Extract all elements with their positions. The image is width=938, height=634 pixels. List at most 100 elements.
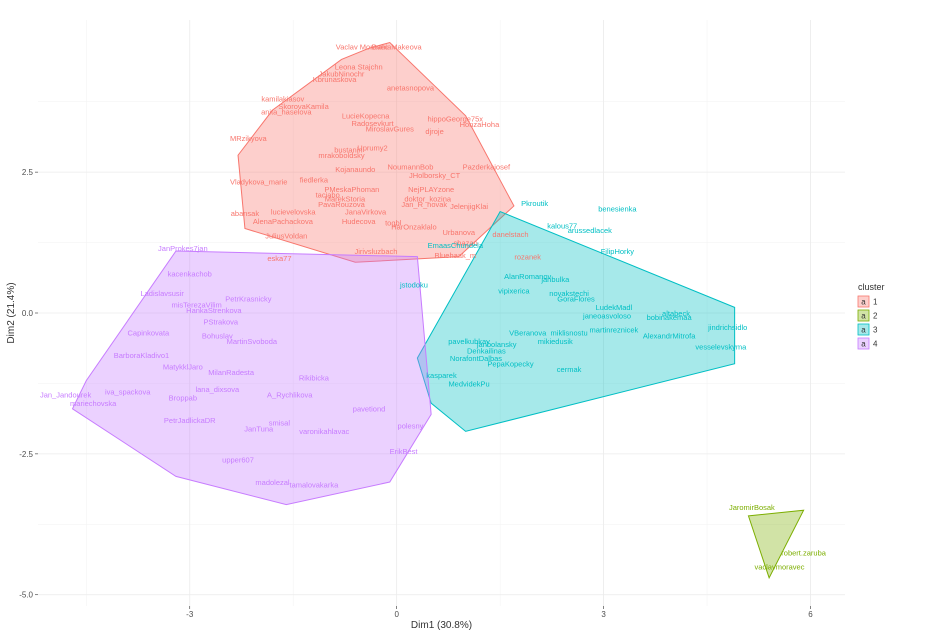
point-label: rozanek bbox=[514, 252, 541, 261]
point-label: MatykklJaro bbox=[163, 362, 203, 371]
point-label: AlexandrMitrofa bbox=[643, 331, 696, 340]
point-label: benesienka bbox=[598, 205, 637, 214]
point-label: djroje bbox=[425, 127, 443, 136]
legend-label-4: 4 bbox=[873, 340, 878, 349]
point-label: novakstechi bbox=[549, 289, 589, 298]
point-label: FilipHorky bbox=[601, 247, 635, 256]
x-tick-label: -3 bbox=[186, 610, 194, 619]
legend-label-3: 3 bbox=[873, 326, 878, 335]
point-label: JanaVirkova bbox=[345, 207, 387, 216]
point-label: danelstach bbox=[492, 230, 528, 239]
point-label: martinreznicek bbox=[590, 326, 639, 335]
point-label: PStrakova bbox=[203, 317, 238, 326]
point-label: iva_spackova bbox=[105, 388, 151, 397]
point-label: GoraFlores bbox=[557, 295, 595, 304]
point-label: MilanRadesta bbox=[208, 368, 255, 377]
point-label: cermak bbox=[557, 365, 582, 374]
point-label: JuliusVoldan bbox=[265, 232, 307, 241]
point-label: janbolansky bbox=[476, 340, 517, 349]
point-label: Jan_Jandourek bbox=[40, 391, 92, 400]
point-label: Jirivsluzbach bbox=[355, 247, 398, 256]
point-label: mikiedusik bbox=[538, 337, 573, 346]
legend-key-glyph: a bbox=[861, 326, 866, 335]
point-label: Urbanova bbox=[442, 228, 475, 237]
grid-lines bbox=[38, 20, 845, 606]
point-label: JelenjigKlai bbox=[450, 202, 488, 211]
point-label: Radosevkurt bbox=[351, 119, 394, 128]
point-label: robert.zaruba bbox=[781, 548, 826, 557]
point-label: abansak bbox=[231, 209, 260, 218]
point-label: Bohuslav bbox=[202, 331, 233, 340]
point-label: JaromirBosak bbox=[729, 503, 775, 512]
legend-label-1: 1 bbox=[873, 298, 878, 307]
x-axis-title: Dim1 (30.8%) bbox=[411, 620, 472, 631]
y-tick-label: 2.5 bbox=[22, 168, 34, 177]
point-label: SkorovaKamila bbox=[278, 102, 329, 111]
point-label: mrakoboldsky bbox=[318, 151, 365, 160]
point-label: JanProkes7jan bbox=[158, 244, 208, 253]
point-label: bustanin bbox=[334, 145, 362, 154]
point-label: tamalovakarka bbox=[290, 481, 340, 490]
y-axis-title: Dim2 (21.4%) bbox=[6, 282, 17, 343]
point-label: kalous77 bbox=[547, 221, 577, 230]
point-label: LucieKopecna bbox=[342, 112, 390, 121]
point-label: miklisnostu bbox=[551, 329, 588, 338]
cluster-hull-2 bbox=[747, 509, 805, 580]
point-label: JanTuna bbox=[244, 424, 274, 433]
legend-key-3 bbox=[857, 323, 870, 336]
point-label: MRzikyova bbox=[230, 134, 268, 143]
point-label: kamilakiasov bbox=[261, 95, 304, 104]
point-label: hippoGeorge75x bbox=[428, 114, 484, 123]
point-label: PetrJadlickaDR bbox=[164, 416, 216, 425]
legend-label-2: 2 bbox=[873, 312, 878, 321]
point-label: pavelkubkay bbox=[448, 337, 490, 346]
point-label: Vaclav Moravec bbox=[336, 42, 389, 51]
point-label: AlenaPachackova bbox=[253, 217, 314, 226]
x-tick-label: 3 bbox=[601, 610, 606, 619]
legend-key-glyph: a bbox=[861, 298, 866, 307]
point-label: lana_dixsova bbox=[195, 385, 240, 394]
point-label: bobinakemaa bbox=[647, 313, 693, 322]
point-label: Capinkovata bbox=[128, 329, 171, 338]
point-label: Kojanaundo bbox=[335, 165, 375, 174]
point-label: MedvidekPu bbox=[448, 379, 489, 388]
point-label: NejPLAYzone bbox=[408, 185, 454, 194]
y-tick-label: -5.0 bbox=[19, 591, 33, 600]
point-label: Denkailinas bbox=[467, 347, 506, 356]
point-label: DaniaMakeova bbox=[372, 42, 423, 51]
point-label: jindrichsidlo bbox=[707, 323, 747, 332]
point-label: janeoasvoloso bbox=[582, 312, 631, 321]
point-label: lucievelovska bbox=[271, 207, 316, 216]
cluster-hull-3 bbox=[416, 210, 736, 432]
point-label: Bluehaak_m bbox=[434, 251, 476, 260]
point-label: PavaRouzova bbox=[318, 200, 366, 209]
point-label: Pazderkajosef bbox=[463, 162, 511, 171]
point-label: eska77 bbox=[267, 254, 291, 263]
point-label: BarboraKladivo1 bbox=[114, 351, 169, 360]
legend-title: cluster bbox=[858, 282, 885, 292]
point-label: janbulka bbox=[540, 275, 570, 284]
legend: cluster a 1a 2a 3a 4 bbox=[857, 282, 885, 350]
point-label: NoumannBob bbox=[388, 162, 434, 171]
point-label: HonzaHoha bbox=[460, 120, 500, 129]
point-label: PMeskaPhoman bbox=[324, 185, 379, 194]
legend-key-glyph: a bbox=[861, 340, 866, 349]
point-label: AlanRomanov bbox=[504, 272, 551, 281]
point-label: HankaStrenkova bbox=[186, 306, 242, 315]
y-tick-label: 0.0 bbox=[22, 309, 34, 318]
point-label: Broppab bbox=[169, 393, 197, 402]
legend-key-1 bbox=[857, 295, 870, 308]
legend-key-glyph: a bbox=[861, 312, 866, 321]
point-label: arussedlacek bbox=[568, 226, 612, 235]
point-label: polesny bbox=[398, 422, 424, 431]
point-label: LudekMadl bbox=[596, 303, 633, 312]
legend-items: a 1a 2a 3a 4 bbox=[857, 295, 878, 350]
point-label: anetasnopova bbox=[387, 83, 435, 92]
point-label: Leona Stajchn bbox=[335, 63, 383, 72]
point-label: MarekStoria bbox=[325, 194, 366, 203]
point-label: altabeck bbox=[662, 309, 690, 318]
point-label: jstodoku bbox=[399, 281, 428, 290]
point-label: Pkroutik bbox=[521, 199, 548, 208]
point-label: misTerezaVilim bbox=[171, 300, 221, 309]
